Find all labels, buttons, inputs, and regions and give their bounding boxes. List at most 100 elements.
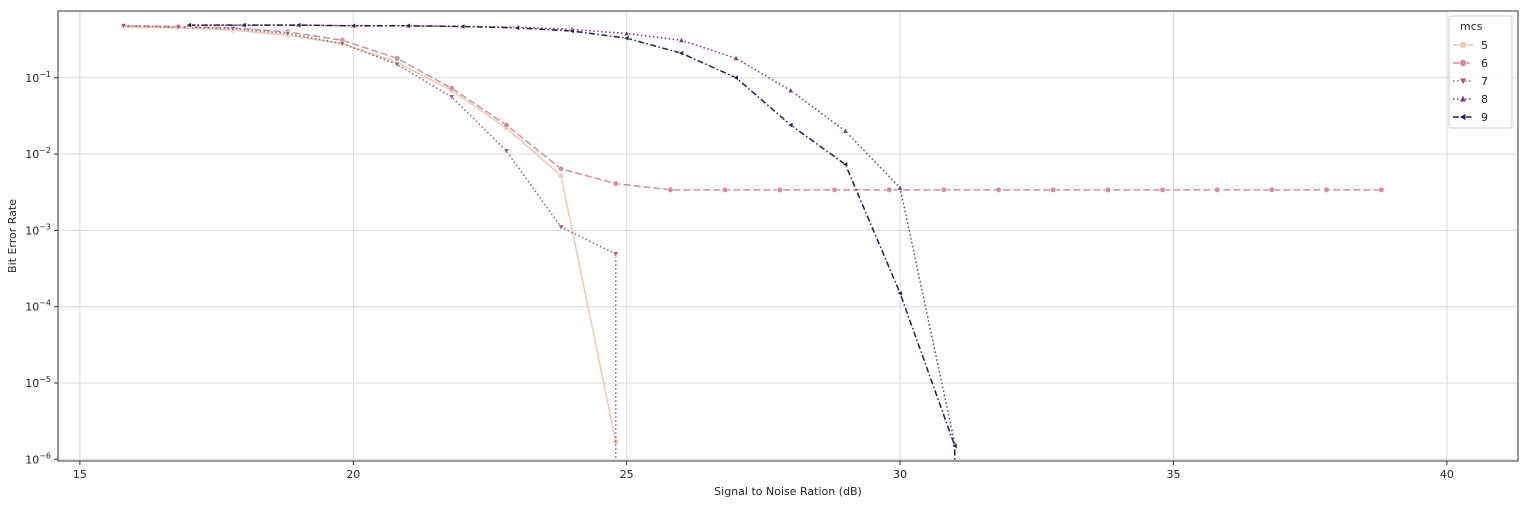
y-tick-label-base: 10 (25, 72, 39, 85)
y-tick-label: 10−5 (25, 375, 51, 390)
y-tick-label-exponent: −6 (39, 451, 51, 460)
y-tick-label: 10−1 (25, 70, 51, 85)
data-point (120, 23, 127, 30)
data-point (294, 21, 302, 29)
data-point (229, 26, 237, 33)
legend-label: 8 (1481, 93, 1488, 106)
data-point (1104, 186, 1111, 193)
legend: mcs 5 6 7 8 9 (1448, 15, 1513, 129)
y-tick-label-base: 10 (25, 301, 39, 314)
data-point (1268, 186, 1276, 193)
series-mcs-5 (120, 24, 619, 445)
x-axis-label: Signal to Noise Ration (dB) (714, 485, 862, 498)
series-line (123, 25, 617, 461)
legend-label: 7 (1481, 75, 1488, 88)
series-mcs-9 (185, 21, 958, 461)
data-point (568, 27, 575, 35)
y-tick-label: 10−2 (25, 146, 51, 161)
data-point (557, 172, 565, 179)
data-point (722, 186, 729, 193)
data-point (448, 85, 455, 92)
data-point (622, 34, 630, 42)
data-point (284, 30, 291, 38)
x-tick-label: 15 (73, 468, 87, 481)
legend-label: 9 (1481, 111, 1488, 124)
legend-item-mcs-9: 9 (1453, 111, 1488, 124)
data-point (842, 127, 849, 134)
y-tick-label-exponent: −1 (39, 70, 51, 79)
data-point (896, 184, 904, 191)
data-point (448, 94, 456, 101)
series-line (123, 26, 617, 442)
data-point (896, 289, 903, 297)
data-point (612, 180, 619, 187)
x-tick-label: 30 (893, 468, 907, 481)
y-axis-label: Bit Error Rate (6, 199, 19, 273)
series-line (189, 24, 956, 444)
data-point (732, 74, 739, 82)
legend-label: 6 (1481, 57, 1488, 70)
grid (58, 11, 1518, 461)
y-tick-label: 10−3 (25, 222, 51, 237)
data-point (349, 22, 356, 30)
legend-marker (1459, 59, 1467, 67)
data-point (623, 29, 630, 37)
y-tick-label-exponent: −4 (39, 299, 51, 308)
data-point (677, 49, 684, 57)
data-point (612, 251, 620, 258)
data-point (831, 186, 838, 193)
data-point (393, 61, 401, 69)
data-point (175, 24, 182, 31)
data-point (1050, 186, 1057, 193)
legend-item-mcs-8: 8 (1453, 93, 1488, 106)
series-mcs-7 (120, 23, 620, 461)
data-point (458, 23, 466, 30)
data-point (667, 186, 674, 193)
data-point (185, 21, 192, 29)
data-point (841, 161, 848, 168)
y-tick-label-base: 10 (25, 224, 39, 237)
x-tick-label: 40 (1440, 468, 1454, 481)
data-point (951, 442, 958, 450)
x-tick-label: 35 (1167, 468, 1181, 481)
x-tick-label: 20 (346, 468, 360, 481)
x-tick-label: 25 (620, 468, 634, 481)
data-point (1378, 186, 1385, 193)
legend-marker (1459, 41, 1467, 49)
legend-item-mcs-7: 7 (1453, 75, 1488, 88)
legend-item-mcs-5: 5 (1453, 39, 1488, 52)
series-mcs-8 (185, 21, 959, 447)
data-point (787, 121, 794, 129)
legend-item-mcs-6: 6 (1453, 57, 1488, 70)
data-point (732, 54, 740, 61)
y-tick-label-base: 10 (25, 148, 39, 161)
data-point (995, 186, 1002, 193)
plot-frame (57, 10, 1519, 462)
y-tick-label-exponent: −3 (39, 222, 51, 231)
data-point (776, 186, 783, 193)
legend-marker (1459, 77, 1467, 86)
data-point (1214, 186, 1221, 193)
series-line (189, 24, 956, 461)
y-tick-label: 10−4 (25, 299, 51, 314)
data-point (940, 186, 947, 193)
y-tick-label-base: 10 (25, 377, 39, 390)
data-point (557, 224, 565, 231)
legend-items: 5 6 7 8 9 (1453, 39, 1488, 124)
data-point (503, 121, 510, 129)
series (120, 21, 1385, 461)
data-point (393, 55, 401, 62)
data-point (886, 186, 893, 193)
series-line (123, 25, 1382, 191)
data-point (513, 24, 520, 32)
data-point (787, 86, 795, 94)
data-point (240, 21, 247, 29)
legend-title: mcs (1460, 20, 1483, 33)
legend-label: 5 (1481, 39, 1488, 52)
data-point (339, 41, 346, 48)
y-tick-label: 10−6 (25, 451, 51, 466)
y-tick-label-exponent: −5 (39, 375, 51, 384)
legend-marker (1459, 94, 1467, 103)
data-point (1159, 186, 1166, 193)
